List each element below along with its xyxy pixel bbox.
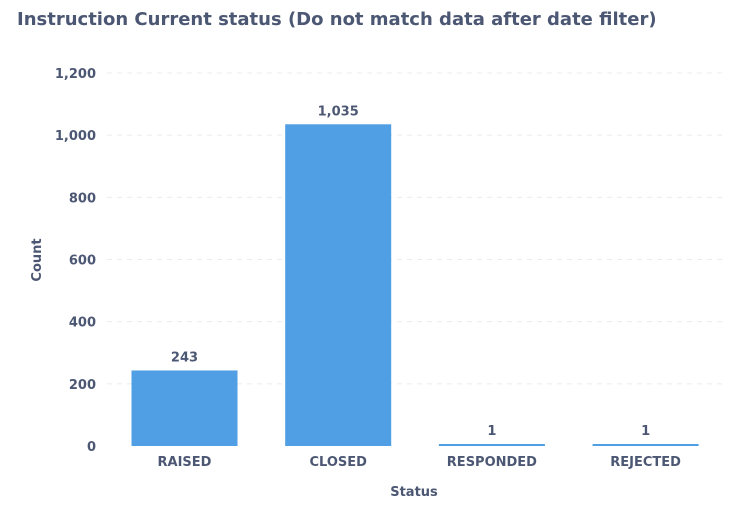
data-label-closed: 1,035 <box>318 104 359 119</box>
y-tick-label: 1,000 <box>55 129 96 144</box>
y-tick-label: 600 <box>69 254 96 269</box>
bar-responded[interactable] <box>438 444 545 446</box>
y-tick-label: 400 <box>69 316 96 331</box>
y-tick-label: 0 <box>87 440 96 455</box>
gridlines <box>107 72 722 385</box>
x-tick-label: REJECTED <box>610 455 681 470</box>
data-label-responded: 1 <box>487 424 496 439</box>
y-tick-label: 1,200 <box>55 67 96 82</box>
bars: 243 1,035 1 1 <box>131 104 699 446</box>
y-tick-label: 200 <box>69 378 96 393</box>
data-label-rejected: 1 <box>641 424 650 439</box>
y-axis-label: Count <box>30 238 45 281</box>
bar-raised[interactable] <box>131 370 238 446</box>
x-axis-ticks: RAISED CLOSED RESPONDED REJECTED <box>158 455 682 470</box>
x-tick-label: RAISED <box>158 455 212 470</box>
bar-closed[interactable] <box>285 124 392 446</box>
bar-rejected[interactable] <box>592 444 699 446</box>
x-tick-label: CLOSED <box>309 455 367 470</box>
chart-title: Instruction Current status (Do not match… <box>17 9 657 30</box>
x-axis-label: Status <box>390 485 438 500</box>
y-axis-ticks: 0 200 400 600 800 1,000 1,200 <box>55 67 96 455</box>
data-label-raised: 243 <box>171 350 198 365</box>
x-tick-label: RESPONDED <box>447 455 537 470</box>
y-tick-label: 800 <box>69 191 96 206</box>
